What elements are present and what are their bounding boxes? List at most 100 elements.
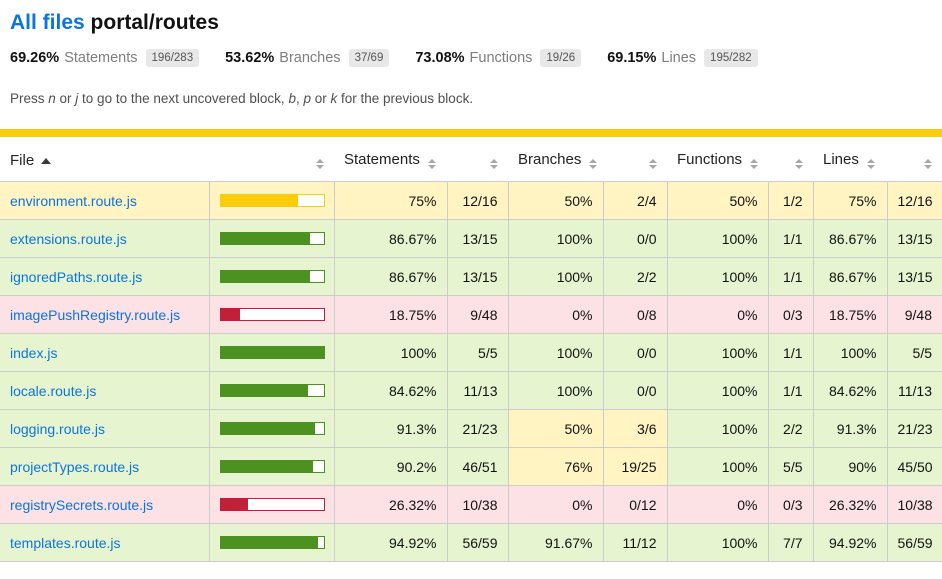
branches-pct-cell: 0% <box>507 485 604 524</box>
lines-fraction-cell: 45/50 <box>886 447 942 486</box>
file-link[interactable]: projectTypes.route.js <box>10 458 140 475</box>
functions-fraction-cell: 2/2 <box>767 409 814 448</box>
branches-pct-cell: 0% <box>507 295 604 334</box>
column-header-branches[interactable]: Branches <box>508 137 603 182</box>
table-row: index.js 100% 5/5 100% 0/0 100% 1/1 100% 5/5 <box>0 333 942 372</box>
table-row: environment.route.js 75% 12/16 50% 2/4 50% 1/2… <box>0 181 942 220</box>
branches-pct-cell: 50% <box>507 409 604 448</box>
lines-fraction-cell: 10/38 <box>886 485 942 524</box>
branches-pct-cell: 100% <box>507 371 604 410</box>
file-link[interactable]: registrySecrets.route.js <box>10 496 154 513</box>
statements-fraction-cell: 12/16 <box>446 181 509 220</box>
functions-fraction-cell: 1/2 <box>767 181 814 220</box>
file-cell: imagePushRegistry.route.js <box>0 295 210 334</box>
functions-fraction-cell: 7/7 <box>767 523 814 562</box>
functions-pct-cell: 100% <box>666 219 769 258</box>
table-row: projectTypes.route.js 90.2% 46/51 76% 19/25 1… <box>0 447 942 486</box>
column-header-lines[interactable]: Lines <box>813 137 887 182</box>
file-cell: registrySecrets.route.js <box>0 485 210 524</box>
file-link[interactable]: templates.route.js <box>10 534 121 551</box>
lines-pct-cell: 90% <box>812 447 888 486</box>
coverage-bar <box>219 422 325 435</box>
functions-fraction-cell: 0/3 <box>767 295 814 334</box>
table-row: locale.route.js 84.62% 11/13 100% 0/0 100% 1/1… <box>0 371 942 410</box>
branches-pct-cell: 100% <box>507 219 604 258</box>
table-row: logging.route.js 91.3% 21/23 50% 3/6 100% 2/2 9… <box>0 409 942 448</box>
statements-pct-cell: 100% <box>333 333 448 372</box>
current-path: portal/routes <box>90 11 219 34</box>
functions-fraction-cell: 0/3 <box>767 485 814 524</box>
column-header-statements[interactable]: Statements <box>334 137 447 182</box>
statements-fraction-cell: 21/23 <box>446 409 509 448</box>
stat-branches: 53.62% Branches 37/69 <box>225 49 390 67</box>
branches-percentage: 53.62% <box>225 50 275 66</box>
branches-pct-cell: 76% <box>507 447 604 486</box>
column-header-functions[interactable]: Functions <box>667 137 768 182</box>
coverage-bar-cell <box>208 257 335 296</box>
branches-fraction-cell: 11/12 <box>602 523 668 562</box>
column-header-functions-raw[interactable] <box>768 137 813 182</box>
key-j: j <box>75 91 79 106</box>
functions-percentage: 73.08% <box>415 50 465 66</box>
column-header-statements-raw[interactable] <box>447 137 508 182</box>
coverage-bar-cell <box>208 485 335 524</box>
file-cell: index.js <box>0 333 210 372</box>
key-b: b <box>288 91 296 106</box>
coverage-bar-cell <box>208 447 335 486</box>
file-cell: environment.route.js <box>0 181 210 220</box>
coverage-bar-fill <box>220 347 324 358</box>
file-link[interactable]: index.js <box>10 344 58 361</box>
sort-icon <box>924 159 932 169</box>
coverage-bar-fill <box>220 537 319 548</box>
column-header-chart[interactable] <box>209 137 334 182</box>
file-link[interactable]: extensions.route.js <box>10 230 127 247</box>
table-header-row: File Statements Branches Functions Lines <box>0 137 942 182</box>
statements-pct-cell: 18.75% <box>333 295 448 334</box>
lines-fraction-badge: 195/282 <box>704 49 758 67</box>
file-link[interactable]: ignoredPaths.route.js <box>10 268 143 285</box>
functions-pct-cell: 50% <box>666 181 769 220</box>
coverage-bar-fill <box>220 233 310 244</box>
functions-pct-cell: 100% <box>666 333 769 372</box>
lines-fraction-cell: 11/13 <box>886 371 942 410</box>
functions-fraction-cell: 1/1 <box>767 371 814 410</box>
statements-pct-cell: 91.3% <box>333 409 448 448</box>
file-link[interactable]: environment.route.js <box>10 192 137 209</box>
lines-pct-cell: 75% <box>812 181 888 220</box>
functions-pct-cell: 0% <box>666 295 769 334</box>
sort-icon <box>795 159 803 169</box>
coverage-bar <box>219 232 325 245</box>
coverage-bar <box>219 270 325 283</box>
functions-pct-cell: 100% <box>666 257 769 296</box>
coverage-bar <box>219 498 325 511</box>
stat-lines: 69.15% Lines 195/282 <box>607 49 758 67</box>
all-files-link[interactable]: All files <box>10 11 85 34</box>
sort-icon <box>427 159 436 169</box>
file-link[interactable]: locale.route.js <box>10 382 97 399</box>
file-cell: locale.route.js <box>0 371 210 410</box>
statements-percentage: 69.26% <box>10 50 60 66</box>
column-header-lines-raw[interactable] <box>887 137 942 182</box>
lines-fraction-cell: 12/16 <box>886 181 942 220</box>
file-link[interactable]: imagePushRegistry.route.js <box>10 306 181 323</box>
column-header-branches-raw[interactable] <box>603 137 667 182</box>
sort-icon <box>649 159 657 169</box>
column-header-file[interactable]: File <box>0 137 209 182</box>
sort-ascending-icon <box>41 157 52 164</box>
statements-fraction-cell: 46/51 <box>446 447 509 486</box>
table-row: registrySecrets.route.js 26.32% 10/38 0% 0/1… <box>0 485 942 524</box>
lines-pct-cell: 26.32% <box>812 485 888 524</box>
lines-pct-cell: 86.67% <box>812 257 888 296</box>
file-cell: projectTypes.route.js <box>0 447 210 486</box>
file-link[interactable]: logging.route.js <box>10 420 105 437</box>
table-row: ignoredPaths.route.js 86.67% 13/15 100% 2/2 1… <box>0 257 942 296</box>
statements-fraction-cell: 11/13 <box>446 371 509 410</box>
lines-pct-cell: 91.3% <box>812 409 888 448</box>
branches-pct-cell: 100% <box>507 257 604 296</box>
coverage-table: File Statements Branches Functions Lines… <box>0 137 942 562</box>
sort-icon <box>866 159 875 169</box>
key-n: n <box>48 91 56 106</box>
table-row: templates.route.js 94.92% 56/59 91.67% 11/12… <box>0 523 942 562</box>
lines-fraction-cell: 21/23 <box>886 409 942 448</box>
lines-fraction-cell: 13/15 <box>886 257 942 296</box>
